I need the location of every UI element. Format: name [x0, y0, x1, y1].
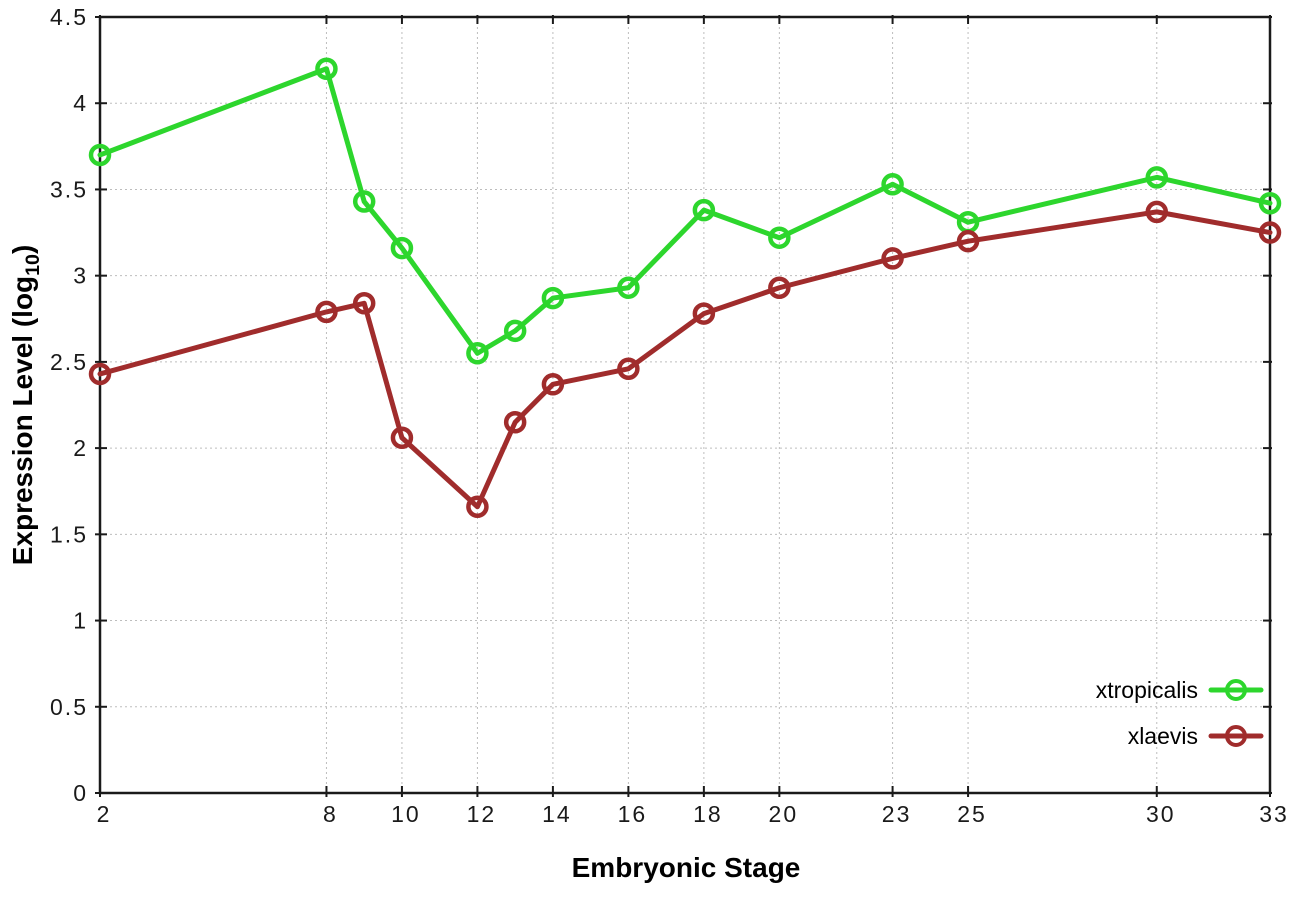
x-tick-label: 20 [769, 801, 799, 827]
legend-line-circle-icon [1208, 725, 1264, 747]
data-point-xlaevis-stage-13 [503, 410, 527, 434]
data-point-xtropicalis-stage-20 [768, 226, 791, 249]
data-point-xtropicalis-stage-23 [881, 173, 904, 196]
x-tick-label: 10 [391, 801, 421, 827]
y-axis-title-subscript: 10 [21, 254, 44, 276]
y-tick-label: 2 [73, 435, 88, 461]
plot-border [98, 15, 1272, 795]
data-point-xtropicalis-stage-10 [390, 236, 414, 260]
y-tick-label: 3.5 [50, 176, 88, 202]
data-point-xlaevis-stage-30 [1145, 200, 1169, 224]
x-tick-label: 23 [882, 801, 912, 827]
x-tick-label: 12 [467, 801, 497, 827]
y-axis-title-close: ) [7, 244, 39, 255]
legend-item-xlaevis: xlaevis [1096, 713, 1265, 759]
data-point-xtropicalis-stage-13 [503, 319, 527, 343]
x-axis-title: Embryonic Stage [571, 852, 801, 883]
legend-item-xtropicalis: xtropicalis [1096, 667, 1265, 713]
legend-label-xlaevis: xlaevis [1127, 722, 1198, 749]
y-tick-label: 4.5 [50, 4, 88, 30]
data-point-xtropicalis-stage-2 [88, 143, 112, 167]
y-tick-label: 2.5 [50, 349, 88, 375]
x-tick-label: 18 [693, 801, 723, 827]
y-tick-label: 3 [73, 263, 88, 289]
data-point-xtropicalis-stage-33 [1258, 191, 1282, 215]
data-point-xlaevis-stage-25 [956, 229, 980, 253]
x-tick-label: 14 [542, 801, 572, 827]
data-point-xlaevis-stage-9 [352, 292, 376, 315]
legend: xtropicalis xlaevis [1096, 667, 1265, 759]
y-tick-label: 4 [73, 90, 88, 116]
x-tick-label: 33 [1259, 801, 1289, 827]
x-tick-label: 25 [957, 801, 987, 827]
y-tick-label: 0.5 [50, 694, 88, 720]
y-tick-label: 1 [73, 608, 88, 634]
data-point-xlaevis-stage-12 [466, 495, 489, 518]
series-line-xtropicalis [97, 66, 1273, 356]
y-axis-title-text: Expression Level (log [7, 275, 39, 566]
data-point-xtropicalis-stage-12 [466, 342, 489, 365]
data-point-xtropicalis-stage-14 [541, 286, 565, 310]
data-point-xtropicalis-stage-9 [352, 190, 376, 213]
data-point-xlaevis-stage-2 [88, 362, 112, 386]
data-point-xtropicalis-stage-30 [1145, 166, 1169, 189]
x-tick-label: 16 [618, 801, 648, 827]
data-point-xlaevis-stage-20 [768, 276, 791, 299]
x-tick-label: 30 [1146, 801, 1176, 827]
series-line-xlaevis [97, 209, 1273, 510]
data-point-xtropicalis-stage-18 [692, 198, 716, 222]
y-tick-label: 0 [73, 780, 88, 806]
data-point-xlaevis-stage-33 [1258, 221, 1282, 244]
y-tick-label: 1.5 [50, 521, 88, 547]
data-point-xlaevis-stage-18 [692, 302, 716, 325]
data-point-xtropicalis-stage-8 [315, 57, 338, 80]
legend-label-xtropicalis: xtropicalis [1095, 676, 1198, 703]
y-axis-title: Expression Level (log10) [7, 245, 45, 566]
legend-line-circle-icon [1208, 679, 1264, 701]
x-tick-label: 8 [323, 801, 338, 827]
data-point-xlaevis-stage-8 [315, 300, 338, 324]
data-point-xlaevis-stage-10 [390, 426, 414, 450]
data-point-xlaevis-stage-14 [541, 373, 565, 396]
data-point-xtropicalis-stage-16 [617, 276, 640, 299]
data-point-xlaevis-stage-23 [881, 247, 904, 270]
x-tick-label: 2 [97, 801, 112, 827]
data-point-xlaevis-stage-16 [617, 357, 640, 381]
